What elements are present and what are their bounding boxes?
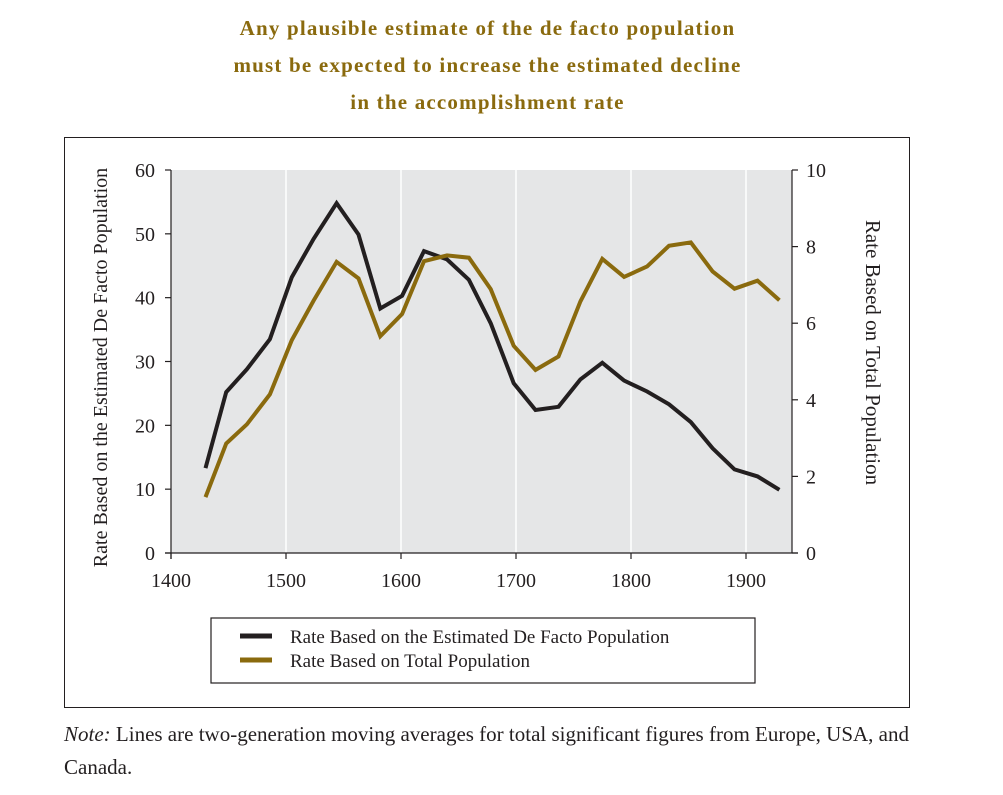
y-right-tick-label-6: 6	[806, 313, 816, 335]
y-left-tick-label-40: 40	[135, 288, 155, 310]
gridlines	[285, 170, 747, 553]
legend-label-total: Rate Based on Total Population	[290, 651, 531, 672]
legend-box	[210, 617, 756, 684]
note-text: Lines are two-generation moving averages…	[64, 722, 909, 779]
x-tick-label-1900: 1900	[726, 570, 766, 592]
y-right-tick-label-10: 10	[806, 160, 826, 182]
y-right-tick-label-4: 4	[806, 390, 816, 412]
y-left-tick-label-20: 20	[135, 415, 155, 437]
legend: Rate Based on the Estimated De Facto Pop…	[210, 617, 756, 684]
title-line-2: must be expected to increase the estimat…	[233, 53, 742, 77]
chart-title: Any plausible estimate of the de facto p…	[0, 10, 975, 121]
y-right-tick-label-8: 8	[806, 237, 816, 259]
y-left-tick-label-10: 10	[135, 479, 155, 501]
y-axis-label-right: Rate Based on Total Population	[861, 220, 885, 486]
footnote: Note: Lines are two-generation moving av…	[64, 718, 944, 784]
x-tick-label-1500: 1500	[266, 570, 306, 592]
x-tick-label-1600: 1600	[381, 570, 421, 592]
y-left-tick-label-30: 30	[135, 352, 155, 374]
title-line-1: Any plausible estimate of the de facto p…	[239, 16, 736, 40]
y-right-tick-label-2: 2	[806, 466, 816, 488]
legend-label-defacto: Rate Based on the Estimated De Facto Pop…	[290, 627, 670, 648]
line-chart: 1400 1500 1600 1700 1800 1900 0 10 20 30 40 50 60 0 2 4…	[90, 160, 885, 684]
y-left-tick-label-0: 0	[145, 543, 155, 565]
y-axis-label-left: Rate Based on the Estimated De Facto Pop…	[90, 168, 112, 567]
chart-frame	[64, 137, 910, 708]
axes: 1400 1500 1600 1700 1800 1900 0 10 20 30 40 50 60 0 2 4…	[135, 160, 826, 592]
series-lines	[203, 199, 781, 498]
y-left-tick-label-60: 60	[135, 160, 155, 182]
y-right-tick-label-0: 0	[806, 543, 816, 565]
note-label: Note:	[64, 722, 111, 746]
series-line-total	[203, 240, 781, 498]
title-line-3: in the accomplishment rate	[350, 90, 625, 114]
x-tick-label-1400: 1400	[151, 570, 191, 592]
x-tick-label-1800: 1800	[611, 570, 651, 592]
x-tick-label-1700: 1700	[496, 570, 536, 592]
y-left-tick-label-50: 50	[135, 224, 155, 246]
plot-background	[171, 170, 792, 553]
